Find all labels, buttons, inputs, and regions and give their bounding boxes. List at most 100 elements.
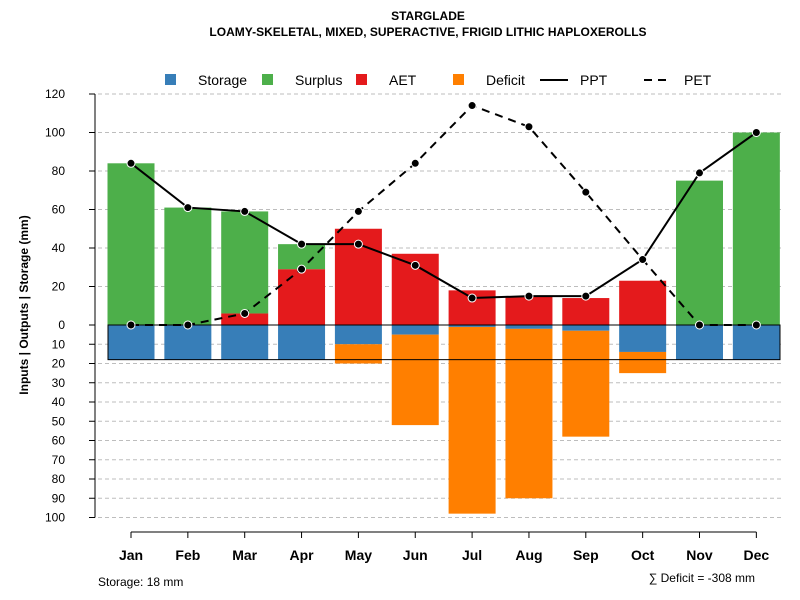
ppt-point — [240, 206, 250, 216]
bars — [107, 132, 781, 514]
surplus-bar — [107, 163, 155, 325]
legend-pet-label: PET — [684, 72, 712, 88]
x-tick-label: Feb — [175, 547, 200, 563]
ppt-point — [297, 239, 307, 249]
ppt-point — [695, 168, 704, 178]
ppt-point — [638, 255, 648, 265]
lines — [126, 101, 761, 330]
legend-deficit-label: Deficit — [486, 72, 525, 88]
x-tick-label: May — [345, 547, 372, 563]
ppt-line — [130, 131, 757, 300]
x-tick-label: Jun — [403, 547, 428, 563]
pet-point — [126, 320, 136, 330]
aet-bar — [278, 269, 326, 325]
ppt-point — [353, 239, 363, 249]
legend-aet-swatch — [356, 74, 367, 85]
x-tick-label: Oct — [631, 547, 655, 563]
ppt-point — [126, 158, 136, 168]
ppt-point — [467, 293, 477, 303]
storage-bar — [448, 325, 496, 327]
x-tick-label: Jul — [462, 547, 482, 563]
gridlines — [98, 93, 782, 518]
x-tick-label: Jan — [119, 547, 143, 563]
deficit-bar — [505, 328, 553, 499]
storage-bar — [562, 325, 610, 331]
storage-note: Storage: 18 mm — [98, 575, 183, 589]
y-tick-label: 40 — [52, 241, 66, 255]
aet-bar — [505, 296, 553, 325]
pet-point — [183, 320, 193, 330]
x-tick-label: Apr — [289, 547, 314, 563]
legend-ppt-label: PPT — [580, 72, 608, 88]
surplus-bar — [732, 132, 780, 325]
y-tick-label: 20 — [52, 357, 66, 371]
x-tick-label: Mar — [232, 547, 257, 563]
pet-point — [524, 122, 534, 132]
legend-surplus-swatch — [262, 74, 273, 85]
aet-bar — [562, 298, 610, 325]
pet-point — [467, 101, 477, 111]
y-tick-label: 60 — [52, 203, 66, 217]
storage-bar — [391, 325, 439, 335]
storage-bar — [732, 325, 780, 360]
ppt-point — [183, 203, 193, 213]
legend-storage-label: Storage — [198, 72, 247, 88]
deficit-bar — [334, 344, 382, 364]
y-tick-label: 30 — [52, 376, 66, 390]
storage-bar — [221, 325, 269, 360]
storage-bar — [164, 325, 212, 360]
y-tick-label: 100 — [45, 126, 65, 140]
storage-bar — [676, 325, 723, 360]
y-tick-label: 100 — [45, 511, 65, 525]
y-tick-label: 40 — [52, 395, 66, 409]
y-tick-label: 10 — [52, 337, 66, 351]
aet-bar — [619, 280, 667, 325]
y-tick-label: 20 — [52, 280, 66, 294]
ppt-point — [751, 128, 761, 137]
legend-storage-swatch — [165, 74, 176, 85]
chart-subtitle: LOAMY-SKELETAL, MIXED, SUPERACTIVE, FRIG… — [209, 25, 646, 39]
surplus-bar — [221, 211, 269, 314]
pet-point — [410, 158, 420, 168]
y-tick-label: 90 — [52, 491, 66, 505]
y-tick-label: 60 — [52, 434, 66, 448]
storage-bar — [334, 325, 382, 345]
aet-bar — [221, 313, 269, 325]
chart-title: STARGLADE — [391, 9, 465, 23]
y-tick-label: 80 — [52, 164, 66, 178]
y-tick-label: 80 — [52, 472, 66, 486]
storage-capacity-frame — [107, 324, 781, 361]
y-tick-label: 50 — [52, 414, 66, 428]
y-tick-label: 0 — [58, 318, 65, 332]
y-axis-label: Inputs | Outputs | Storage (mm) — [17, 215, 31, 394]
legend-aet-label: AET — [389, 72, 417, 88]
x-tick-label: Nov — [686, 547, 713, 563]
deficit-bar — [448, 326, 496, 514]
storage-bar — [278, 325, 326, 360]
x-tick-label: Dec — [744, 547, 770, 563]
deficit-total-note: ∑ Deficit = -308 mm — [649, 571, 755, 585]
storage-bar — [619, 325, 667, 352]
y-tick-label: 120 — [45, 87, 65, 101]
legend: Storage Surplus AET Deficit PPT PET — [165, 72, 712, 88]
storage-bar — [505, 325, 553, 329]
pet-point — [695, 320, 704, 330]
axes: 120 100 80 60 40 20 0 10 20 30 40 50 60 70 80 90 100 Jan F… — [45, 87, 769, 563]
pet-line — [131, 104, 757, 326]
pet-point — [581, 187, 591, 197]
storage-bar — [107, 325, 155, 360]
ppt-point — [524, 291, 534, 301]
x-tick-label: Sep — [573, 547, 599, 563]
pet-point — [751, 320, 761, 330]
surplus-bar — [676, 180, 723, 325]
pet-point — [240, 308, 250, 318]
pet-point — [297, 264, 307, 274]
pet-point — [353, 206, 363, 216]
surplus-bar — [164, 207, 212, 325]
x-tick-label: Aug — [515, 547, 542, 563]
legend-surplus-label: Surplus — [295, 72, 342, 88]
deficit-bar — [391, 334, 439, 426]
legend-deficit-swatch — [453, 74, 464, 85]
ppt-point — [410, 260, 420, 270]
